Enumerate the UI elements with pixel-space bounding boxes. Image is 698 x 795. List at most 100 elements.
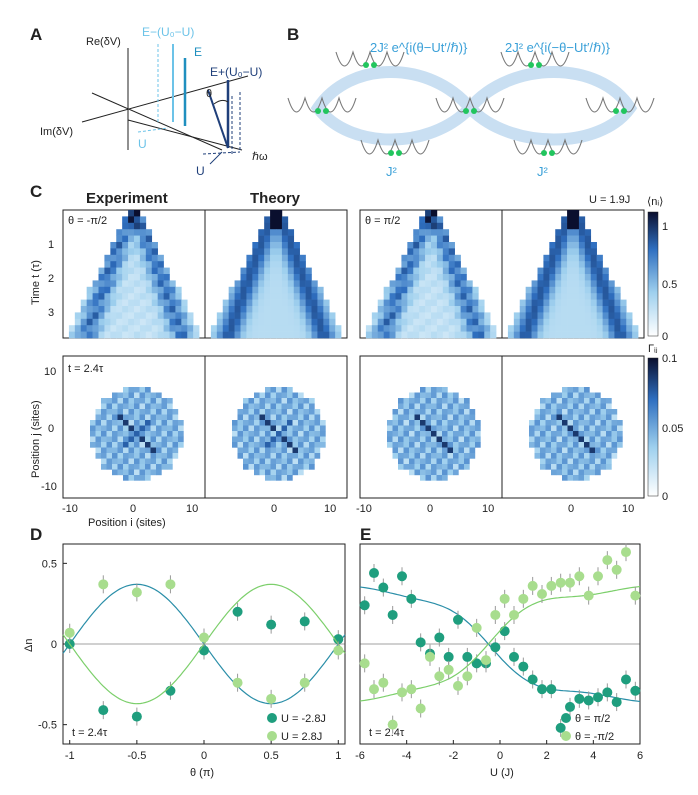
corr-cell	[128, 403, 135, 410]
corr-cell	[265, 398, 271, 404]
cone-cell	[555, 274, 562, 281]
cone-cell	[395, 312, 402, 320]
corr-cell	[584, 453, 590, 459]
corr-cell	[442, 436, 448, 443]
data-point	[555, 722, 566, 733]
corr-cell	[270, 414, 277, 421]
corr-cell	[150, 458, 157, 465]
corr-cell	[447, 442, 454, 448]
data-point	[434, 671, 445, 682]
corr-cell	[156, 469, 162, 476]
corr-cell	[128, 387, 135, 393]
corr-cell	[243, 431, 249, 437]
corr-cell	[259, 414, 266, 421]
corr-cell	[551, 420, 557, 426]
cone-cell	[276, 254, 283, 262]
cone-cell	[608, 325, 615, 332]
d-ylabel: Δn	[23, 639, 35, 652]
corr-cell	[398, 464, 404, 470]
corr-cell	[409, 431, 415, 437]
cone-cell	[425, 267, 432, 275]
corr-cell	[167, 442, 173, 448]
corr-cell	[172, 409, 179, 415]
cone-cell	[472, 286, 479, 294]
cone-cell	[584, 280, 592, 288]
cone-cell	[139, 267, 147, 275]
corr-cell	[578, 420, 585, 426]
corr-cell	[145, 425, 151, 432]
corr-cell	[453, 436, 459, 443]
cone-cell	[448, 242, 455, 249]
cone-cell	[92, 293, 99, 300]
cone-cell	[413, 280, 420, 288]
cone-cell	[460, 318, 467, 326]
cone-cell	[252, 286, 259, 294]
cone-cell	[561, 261, 568, 268]
data-point	[583, 695, 594, 706]
corr-cell	[567, 469, 574, 476]
cone-cell	[116, 293, 123, 300]
corr-cell	[469, 442, 476, 448]
well-1	[500, 50, 570, 67]
corr-cell	[254, 458, 260, 465]
cone-cell	[431, 229, 438, 236]
corr-cell	[303, 425, 310, 432]
cone-cell	[413, 248, 420, 256]
cone-cell	[537, 293, 544, 300]
cone-cell	[549, 299, 556, 307]
data-point	[397, 687, 407, 698]
panel-d: D -1 -0.5 0 0.5 1-0.500.5 Δn θ (π) t = 2.4τ …	[23, 525, 346, 779]
cone-cell	[578, 286, 586, 294]
cone-cell	[567, 210, 574, 217]
cone-cell	[305, 331, 312, 339]
data-point	[453, 680, 463, 691]
cone-cell	[431, 274, 438, 281]
data-point	[359, 600, 370, 611]
corr-cell	[447, 453, 454, 459]
cone-cell	[246, 331, 253, 339]
pos-i-tick-m10-c: -10	[356, 503, 372, 515]
corr-cell	[298, 414, 304, 421]
cone-cell	[567, 222, 574, 230]
cone-cell	[104, 293, 111, 300]
corr-cell	[150, 442, 157, 448]
cone-cell	[425, 248, 432, 256]
cone-cell	[507, 325, 515, 332]
cone-cell	[578, 242, 586, 249]
cone-cell	[181, 299, 188, 307]
corr-cell	[442, 425, 448, 432]
cone-cell	[151, 299, 158, 307]
cone-cell	[299, 318, 306, 326]
corr-cell	[150, 469, 157, 476]
cone-cell	[128, 274, 135, 281]
corr-cell	[392, 420, 399, 426]
corr-cell	[562, 409, 568, 415]
cone-cell	[425, 325, 432, 332]
cone-cell	[419, 261, 426, 268]
corr-cell	[303, 409, 310, 415]
cone-cell	[287, 242, 295, 249]
corr-cell	[145, 453, 151, 459]
cone-cell	[240, 312, 247, 320]
cone-cell	[383, 331, 390, 339]
cone-cell	[157, 312, 164, 320]
corr-cell	[172, 431, 179, 437]
corr-cell	[600, 425, 607, 432]
corr-cell	[139, 387, 146, 393]
cb2-tick-005: 0.05	[662, 423, 683, 435]
corr-cell	[567, 398, 574, 404]
cone-cell	[419, 280, 426, 288]
corr-cell	[584, 420, 590, 426]
cone-cell	[187, 325, 194, 332]
cone-cell	[448, 280, 455, 288]
cone-cell	[590, 325, 597, 332]
corr-cell	[134, 436, 140, 443]
corr-cell	[161, 436, 168, 443]
axis-diagonal	[81, 75, 249, 123]
cone-cell	[436, 286, 444, 294]
corr-cell	[281, 425, 288, 432]
corr-cell	[453, 398, 459, 404]
cone-cell	[425, 229, 432, 236]
cone-cell	[246, 325, 253, 332]
cone-cell	[614, 318, 621, 326]
